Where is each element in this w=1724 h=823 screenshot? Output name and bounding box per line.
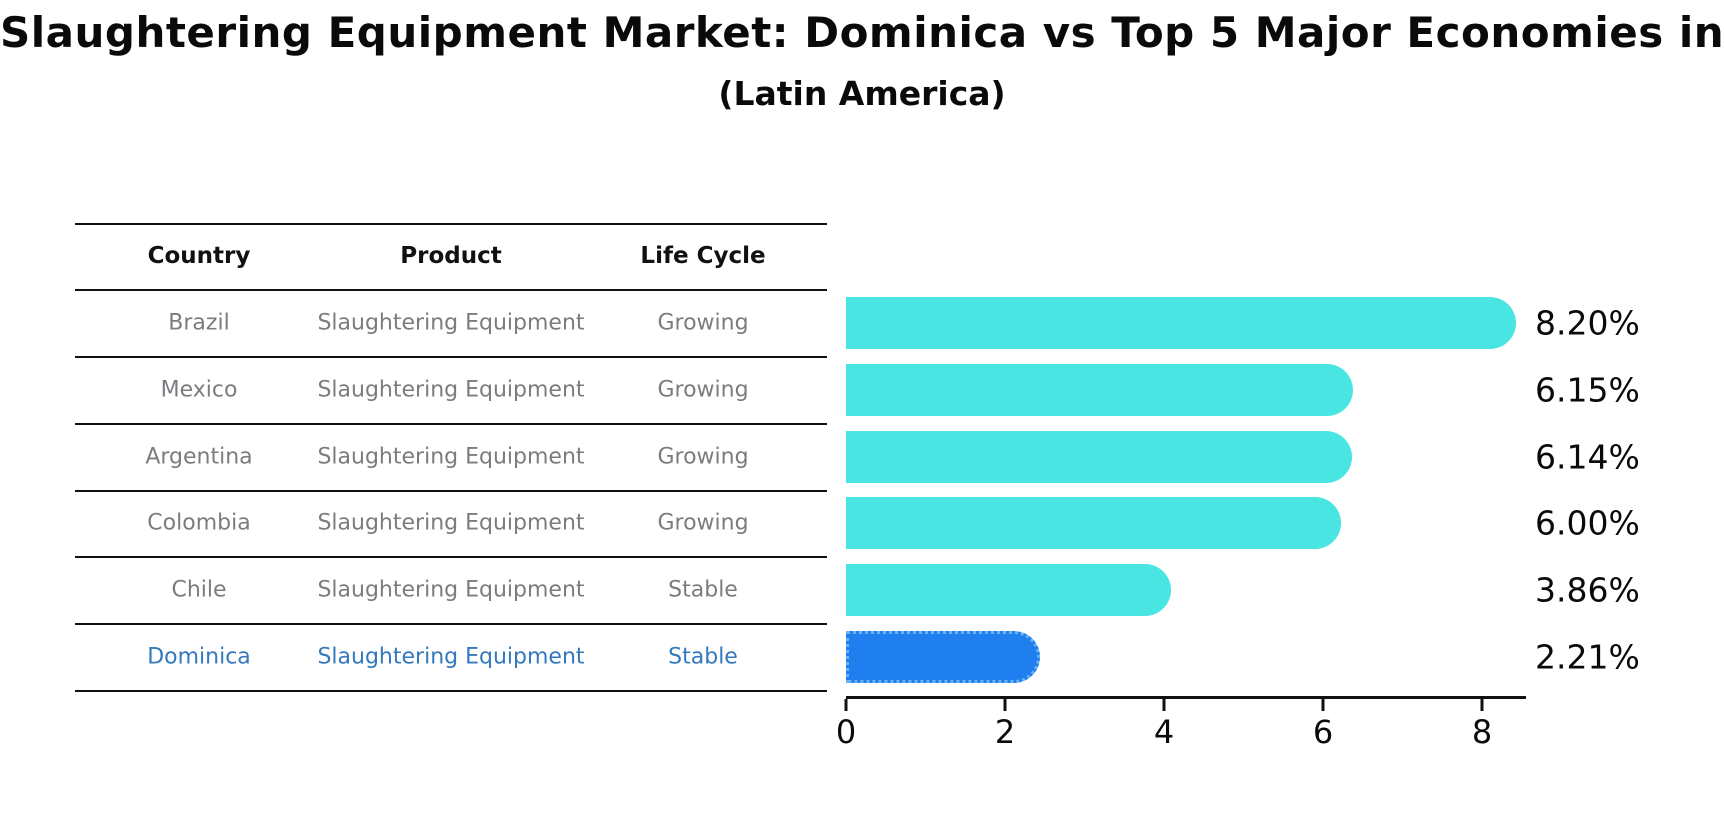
table-rule [75,556,827,558]
x-axis-tick-label: 8 [1471,713,1493,751]
bar-brazil [846,296,1516,349]
cell-product: Slaughtering Equipment [317,310,585,335]
x-axis-tick-label: 6 [1312,713,1334,751]
bar-mexico [846,363,1353,416]
cell-life-cycle: Growing [657,377,749,402]
cell-product: Slaughtering Equipment [317,377,585,402]
value-label-mexico: 6.15% [1535,370,1640,409]
bar-colombia [846,497,1341,549]
x-axis-tick [844,699,848,711]
value-label-colombia: 6.00% [1535,503,1640,543]
value-label-chile: 3.86% [1535,570,1640,609]
cell-product: Slaughtering Equipment [317,644,585,669]
cell-product: Slaughtering Equipment [317,444,585,469]
value-label-dominica: 2.21% [1535,637,1640,676]
x-axis-line [846,696,1526,699]
column-header-life-cycle: Life Cycle [640,243,766,269]
x-axis-tick-label: 2 [994,713,1016,751]
cell-country: Chile [171,577,227,602]
cell-life-cycle: Stable [668,577,738,602]
cell-country: Mexico [160,377,238,402]
cell-country: Brazil [168,310,230,335]
cell-country: Colombia [147,510,251,536]
cell-country: Dominica [147,644,251,669]
value-label-argentina: 6.14% [1535,437,1640,476]
x-axis-tick [1321,699,1325,711]
table-rule [75,223,827,225]
table-rule [75,356,827,358]
x-axis-tick-label: 0 [835,713,857,751]
x-axis-tick [1162,699,1166,711]
chart-title: Slaughtering Equipment Market: Dominica … [0,8,1724,57]
x-axis-tick-label: 4 [1153,713,1175,751]
table-rule [75,423,827,425]
column-header-product: Product [400,243,502,269]
chart-subtitle: (Latin America) [718,74,1006,113]
table-rule [75,623,827,625]
x-axis-tick [1480,699,1484,711]
cell-product: Slaughtering Equipment [317,510,585,536]
bar-chile [846,563,1171,616]
table-rule [75,289,827,291]
cell-product: Slaughtering Equipment [317,577,585,602]
x-axis-tick [1003,699,1007,711]
cell-life-cycle: Growing [657,510,749,536]
bar-argentina [846,430,1352,483]
cell-life-cycle: Stable [668,644,738,669]
column-header-country: Country [147,243,251,269]
cell-life-cycle: Growing [657,310,749,335]
cell-country: Argentina [145,444,253,469]
bar-dominica [846,630,1040,683]
table-rule [75,490,827,492]
cell-life-cycle: Growing [657,444,749,469]
table-rule [75,690,827,692]
value-label-brazil: 8.20% [1535,303,1640,342]
